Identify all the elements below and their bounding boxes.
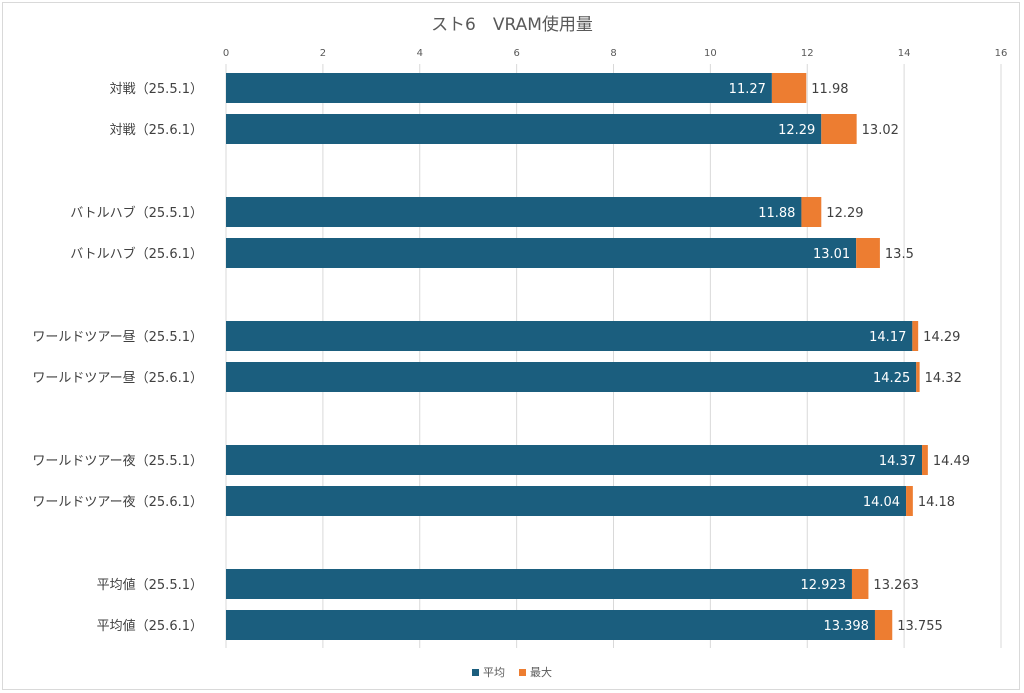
x-tick-label-3: 6 [513, 48, 519, 59]
category-label-0: 対戦（25.5.1） [110, 82, 203, 97]
data-label-max-8: 13.263 [873, 578, 919, 593]
bar-avg-3 [226, 238, 857, 268]
x-tick-label-1: 2 [320, 48, 326, 59]
bar-avg-1 [226, 114, 822, 144]
bar-avg-2 [226, 197, 802, 227]
bar-max-5 [916, 362, 920, 392]
data-label-avg-9: 13.398 [823, 619, 869, 634]
data-label-max-0: 11.98 [811, 82, 848, 97]
data-label-max-7: 14.18 [918, 495, 955, 510]
bar-avg-8 [226, 569, 852, 599]
category-label-4: ワールドツアー昼（25.5.1） [32, 330, 203, 345]
data-label-max-3: 13.5 [885, 247, 914, 262]
bar-max-8 [851, 569, 869, 599]
category-label-1: 対戦（25.6.1） [110, 123, 203, 138]
category-label-9: 平均値（25.6.1） [97, 618, 203, 634]
data-label-max-9: 13.755 [897, 619, 943, 634]
bar-avg-4 [226, 321, 913, 351]
data-label-max-5: 14.32 [925, 371, 962, 386]
data-label-avg-8: 12.923 [800, 578, 846, 593]
bar-max-2 [801, 197, 822, 227]
bar-max-7 [906, 486, 913, 516]
data-label-avg-6: 14.37 [879, 454, 916, 469]
legend-swatch-max [519, 668, 526, 676]
bar-avg-6 [226, 445, 923, 475]
bar-avg-0 [226, 73, 772, 103]
bar-max-6 [922, 445, 928, 475]
data-label-avg-1: 12.29 [778, 123, 815, 138]
category-label-5: ワールドツアー昼（25.6.1） [32, 371, 203, 386]
bar-max-1 [821, 114, 857, 144]
data-label-avg-4: 14.17 [869, 330, 906, 345]
data-label-avg-0: 11.27 [729, 82, 766, 97]
category-label-8: 平均値（25.5.1） [97, 577, 203, 593]
x-tick-label-2: 4 [417, 48, 423, 59]
legend-item-max: 最大 [519, 664, 552, 680]
x-tick-label-6: 12 [801, 48, 814, 59]
bar-max-9 [874, 610, 893, 640]
data-label-max-4: 14.29 [923, 330, 960, 345]
x-tick-label-0: 0 [223, 48, 229, 59]
data-label-max-6: 14.49 [933, 454, 970, 469]
bar-avg-9 [226, 610, 875, 640]
chart-title: スト6 VRAM使用量 [431, 15, 593, 35]
data-label-max-1: 13.02 [862, 123, 899, 138]
bar-avg-5 [226, 362, 917, 392]
category-label-7: ワールドツアー夜（25.6.1） [32, 495, 203, 510]
legend-item-avg: 平均 [472, 664, 505, 680]
x-tick-label-8: 16 [995, 48, 1008, 59]
bar-max-3 [856, 238, 880, 268]
data-label-avg-2: 11.88 [758, 206, 795, 221]
data-label-avg-3: 13.01 [813, 247, 850, 262]
category-label-6: ワールドツアー夜（25.5.1） [32, 454, 203, 469]
legend: 平均 最大 [0, 664, 1024, 680]
legend-label-max: 最大 [530, 666, 552, 679]
category-label-2: バトルハブ（25.5.1） [70, 205, 203, 221]
category-label-3: バトルハブ（25.6.1） [70, 246, 203, 262]
data-label-avg-5: 14.25 [873, 371, 910, 386]
data-label-avg-7: 14.04 [863, 495, 900, 510]
data-label-max-2: 12.29 [826, 206, 863, 221]
bar-avg-7 [226, 486, 907, 516]
legend-label-avg: 平均 [483, 666, 505, 679]
legend-swatch-avg [472, 668, 479, 676]
x-tick-label-7: 14 [898, 48, 911, 59]
x-tick-label-5: 10 [704, 48, 717, 59]
bar-max-4 [912, 321, 919, 351]
x-tick-label-4: 8 [610, 48, 616, 59]
bar-max-0 [771, 73, 807, 103]
